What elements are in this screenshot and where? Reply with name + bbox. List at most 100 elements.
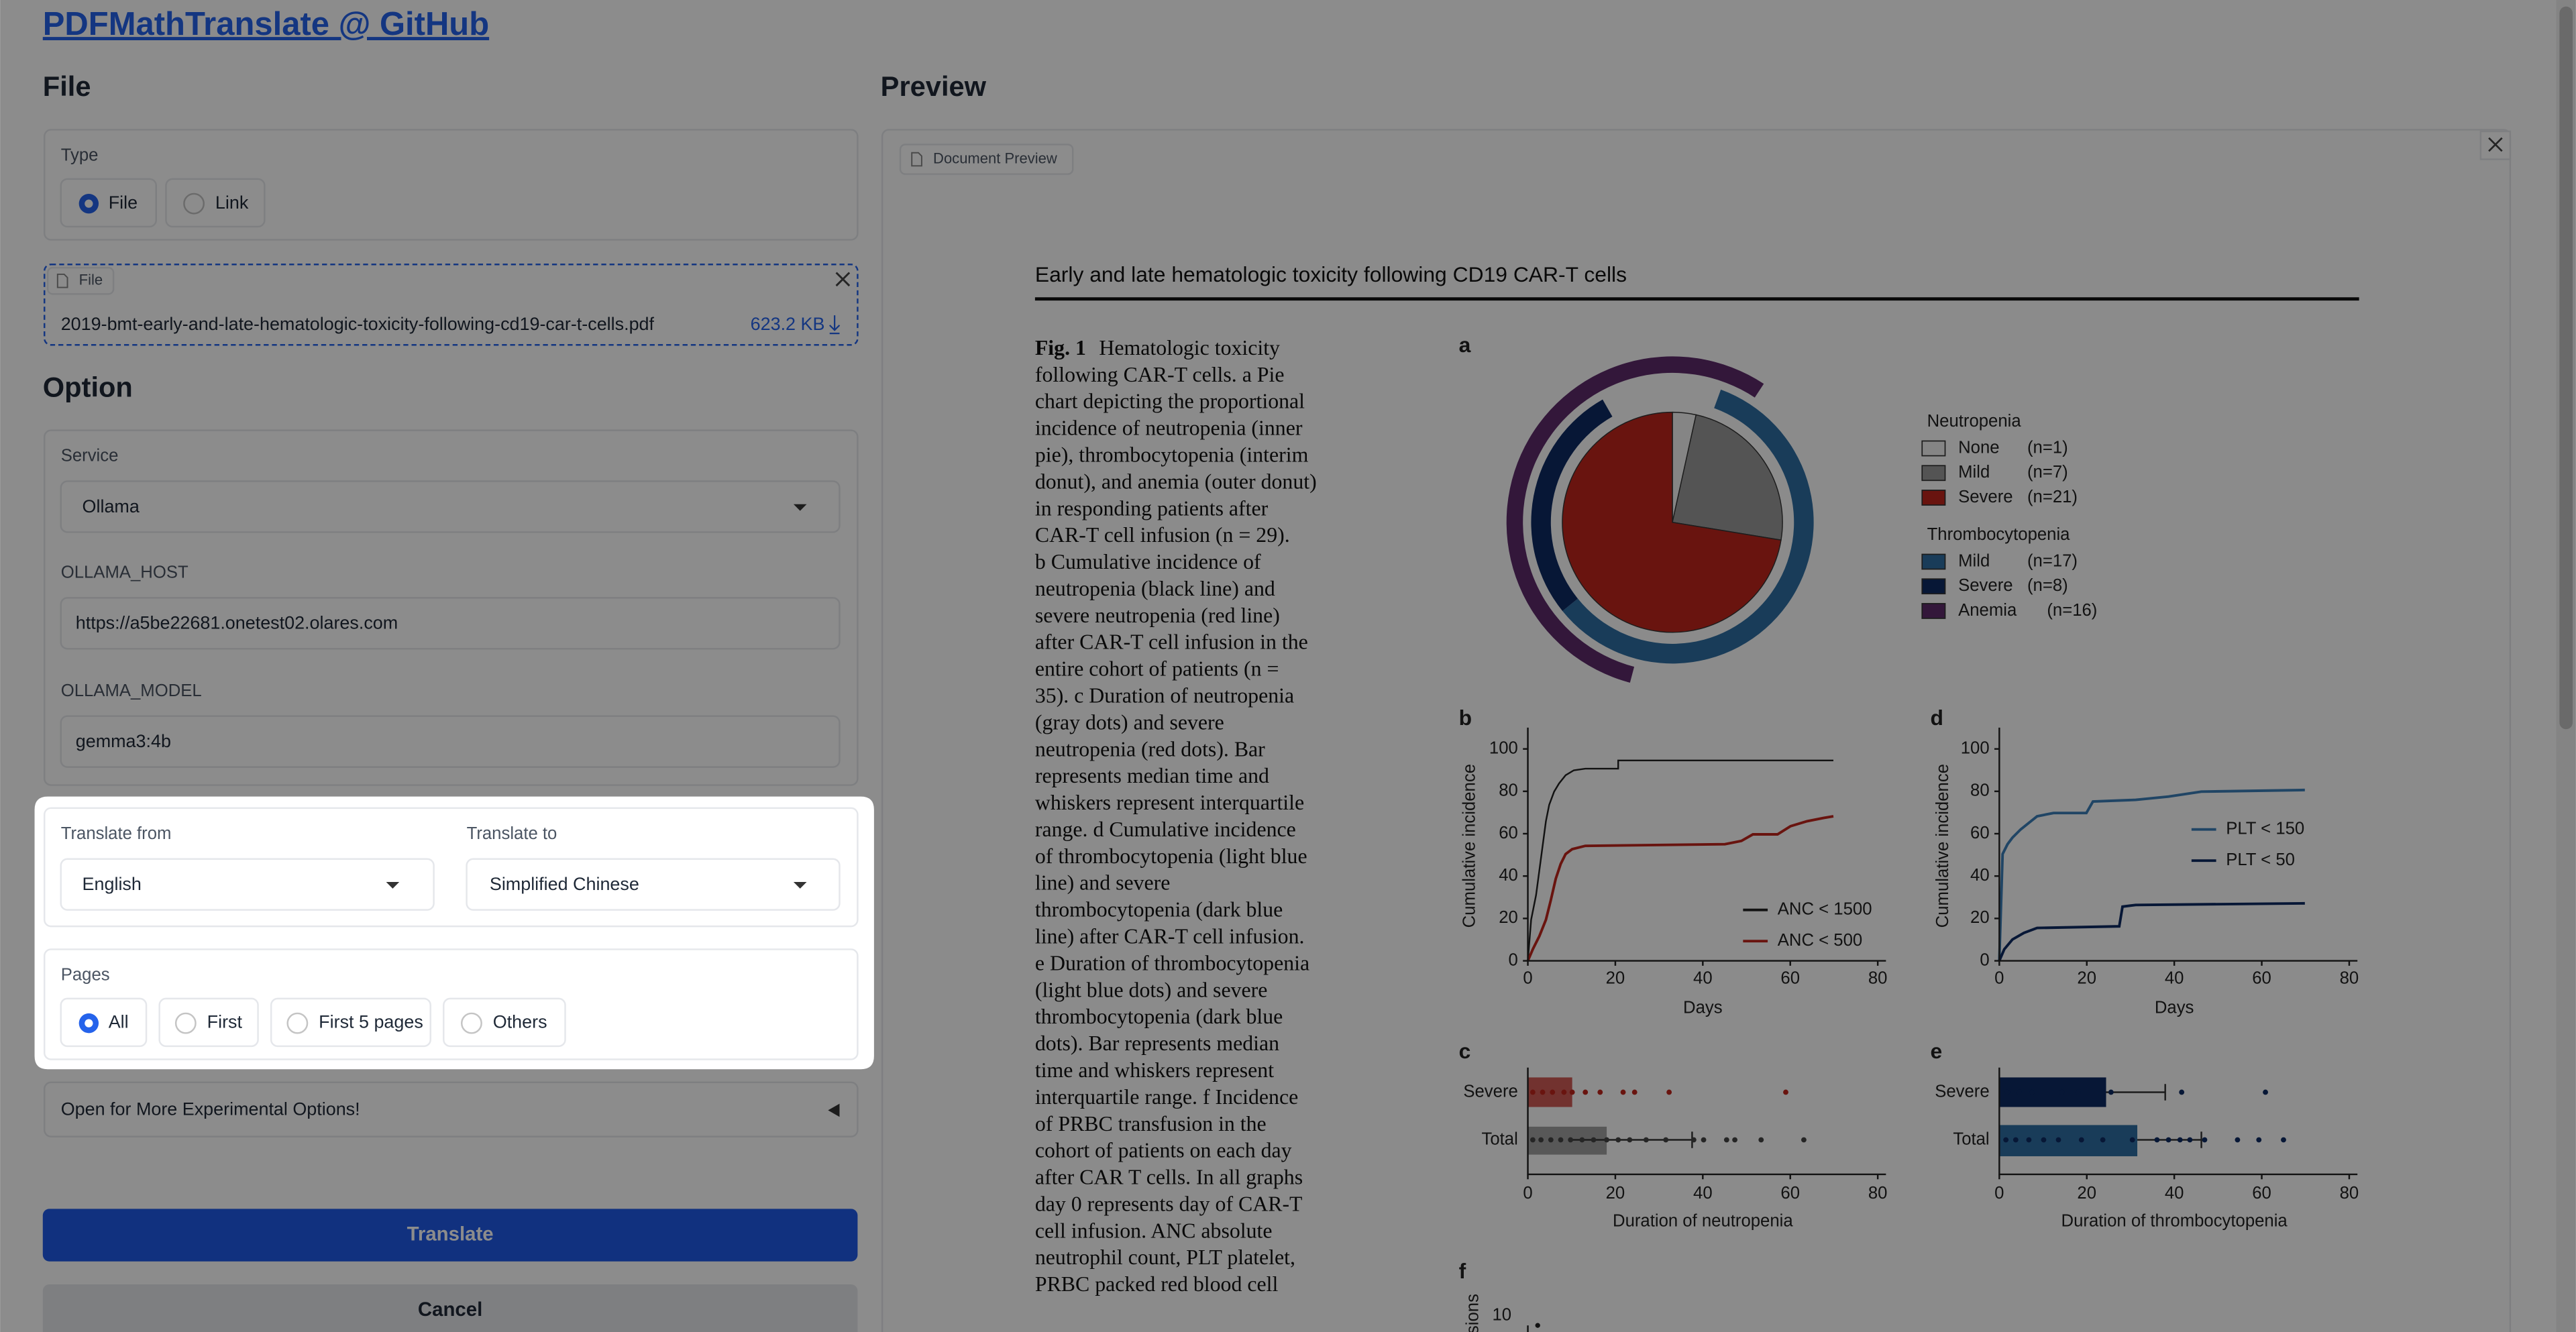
radio-file[interactable] xyxy=(60,178,157,228)
file-upload[interactable] xyxy=(44,264,859,346)
dot xyxy=(1569,1089,1575,1095)
dot xyxy=(1540,1089,1546,1095)
tick-label: 0 xyxy=(1523,1184,1532,1203)
dot xyxy=(1568,1137,1574,1143)
caption-line: donut), and anemia (outer donut) xyxy=(1035,469,1317,493)
radio-dot xyxy=(85,199,93,208)
dot xyxy=(1615,1137,1621,1143)
dot xyxy=(2055,1137,2061,1143)
tick-label: 40 xyxy=(1693,1184,1713,1203)
host-input[interactable] xyxy=(60,597,841,650)
dot xyxy=(2108,1089,2114,1095)
km-curve xyxy=(1526,815,1834,962)
radio-link[interactable] xyxy=(165,178,266,228)
file-size[interactable]: 623.2 KB xyxy=(751,314,825,334)
caption-line: day 0 represents day of CAR-T xyxy=(1035,1192,1303,1215)
tick-label: 0 xyxy=(1980,950,1989,969)
preview-panel xyxy=(881,129,2512,1332)
radio-first[interactable] xyxy=(158,997,259,1048)
model-input[interactable] xyxy=(60,715,841,768)
file-name: 2019-bmt-early-and-late-hematologic-toxi… xyxy=(61,314,655,334)
host-label: OLLAMA_HOST xyxy=(61,563,189,581)
dot xyxy=(2016,1089,2022,1095)
tick-label: 80 xyxy=(1868,968,1888,987)
tick-label: 40 xyxy=(2165,968,2184,987)
radio-first-5[interactable] xyxy=(270,997,431,1048)
service-label: Service xyxy=(61,447,119,465)
dot xyxy=(2100,1137,2106,1143)
tick-label: 20 xyxy=(1606,968,1625,987)
legend-count: (n=8) xyxy=(2027,576,2068,595)
doc-title: Early and late hematologic toxicity foll… xyxy=(1035,262,1627,286)
tick-label: 20 xyxy=(1970,908,1990,927)
tick-label: 0 xyxy=(1994,968,2004,987)
legend-swatch xyxy=(1921,553,1946,570)
axis-title: Cumulative incidence xyxy=(1460,764,1479,928)
axis-title: Duration of neutropenia xyxy=(1613,1212,1793,1231)
radio-unselected xyxy=(174,1012,197,1034)
translate-to-dropdown[interactable] xyxy=(466,858,841,911)
dot xyxy=(1604,1137,1609,1143)
translate-to-value: Simplified Chinese xyxy=(490,874,639,894)
accordion-arrow xyxy=(828,1103,840,1117)
legend-label: ANC < 1500 xyxy=(1778,899,1872,918)
option-heading: Option xyxy=(43,371,133,402)
legend-title: Thrombocytopenia xyxy=(1927,525,2071,544)
tick-label: 80 xyxy=(1499,781,1518,800)
axis-title: Duration of thrombocytopenia xyxy=(2061,1212,2288,1231)
experimental-accordion[interactable] xyxy=(44,1081,859,1137)
cancel-button[interactable] xyxy=(42,1284,858,1332)
km-curve xyxy=(1998,901,2305,962)
tick-label: 40 xyxy=(1970,866,1990,885)
dot xyxy=(1535,1323,1540,1328)
radio-others[interactable] xyxy=(443,997,566,1048)
tick-label: 40 xyxy=(1693,968,1713,987)
scrollbar-thumb[interactable] xyxy=(2559,6,2573,730)
panel-letter: a xyxy=(1459,333,1471,357)
tick-label: 60 xyxy=(1499,824,1518,842)
service-dropdown[interactable] xyxy=(60,480,841,533)
github-link[interactable]: PDFMathTranslate @ GitHub xyxy=(43,6,489,42)
caption-line: entire cohort of patients (n = xyxy=(1035,657,1279,681)
caption-line: neutropenia (black line) and xyxy=(1035,577,1275,600)
dot xyxy=(2078,1137,2084,1143)
caption-line: chart depicting the proportional xyxy=(1035,390,1305,413)
translate-to-label: Translate to xyxy=(467,824,557,843)
radio-unselected xyxy=(461,1012,482,1034)
whisker xyxy=(2106,1084,2166,1101)
translate-button[interactable] xyxy=(42,1209,858,1262)
clear-file-button[interactable] xyxy=(835,272,851,287)
dot xyxy=(1701,1137,1707,1143)
dot xyxy=(2281,1137,2286,1143)
axis-title: Days xyxy=(1683,998,1723,1017)
translate-from-label: Translate from xyxy=(61,824,172,843)
tick-label: 20 xyxy=(2077,968,2096,987)
dot xyxy=(2029,1089,2035,1095)
tick-label: 100 xyxy=(1489,738,1518,757)
tick-label: 20 xyxy=(1499,908,1518,927)
legend-label: Severe xyxy=(1958,576,2012,595)
caption-line: in responding patients after xyxy=(1035,496,1269,520)
translate-from-value: English xyxy=(83,874,142,894)
dot xyxy=(1758,1137,1764,1143)
caption-line: pie), thrombocytopenia (interim xyxy=(1035,443,1309,466)
caption-line: after CAR-T cell infusion in the xyxy=(1035,630,1308,654)
panel-letter: d xyxy=(1930,706,1943,730)
dot xyxy=(2154,1137,2160,1143)
dot xyxy=(1643,1137,1649,1143)
download-icon[interactable] xyxy=(828,315,841,335)
dot xyxy=(1529,1137,1536,1143)
preview-tab xyxy=(899,144,1074,175)
translate-from-dropdown[interactable] xyxy=(60,858,435,911)
dot xyxy=(2129,1137,2135,1143)
radio-all[interactable] xyxy=(60,997,148,1048)
caption-line: b Cumulative incidence of xyxy=(1035,550,1261,573)
caption-line: (gray dots) and severe xyxy=(1035,710,1224,734)
dot xyxy=(2177,1137,2183,1143)
type-label: Type xyxy=(61,146,99,164)
radio-dot xyxy=(85,1019,93,1028)
legend-count: (n=16) xyxy=(2047,601,2097,620)
caption-line: 35). c Duration of neutropenia xyxy=(1035,684,1294,708)
dot xyxy=(1732,1137,1737,1143)
